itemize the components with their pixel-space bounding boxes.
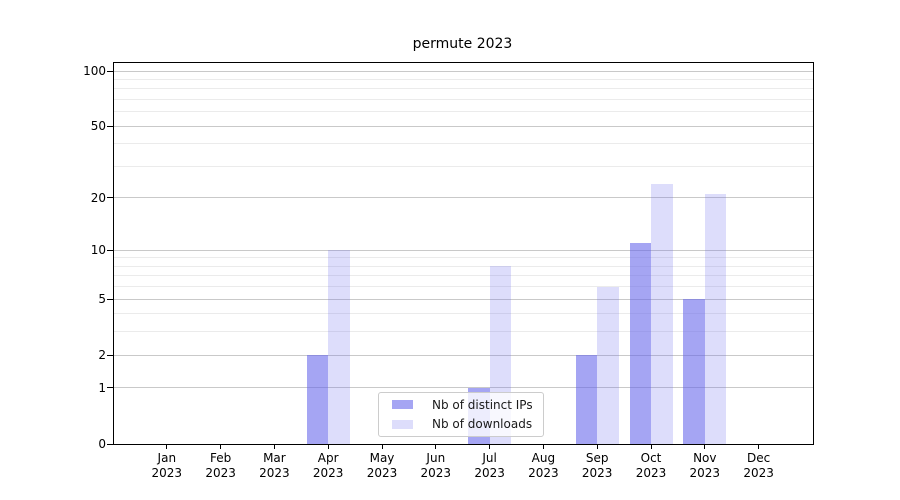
chart-title: permute 2023 — [412, 36, 513, 52]
x-axis-tick-label: Nov 2023 — [689, 451, 721, 480]
minor-gridline — [114, 275, 813, 277]
minor-gridline — [114, 111, 813, 113]
bar-downloads — [597, 286, 619, 444]
major-gridline — [114, 387, 813, 389]
minor-gridline — [114, 265, 813, 267]
x-axis-tick-label: Apr 2023 — [312, 451, 344, 480]
minor-gridline — [114, 313, 813, 315]
bar-downloads — [651, 183, 673, 444]
minor-gridline — [114, 143, 813, 145]
x-axis-tick-label: Feb 2023 — [205, 451, 236, 480]
legend-swatch-distinct-ips — [392, 400, 413, 410]
major-gridline — [114, 70, 813, 72]
x-axis-tick — [596, 444, 598, 449]
y-axis-tick-label: 50 — [90, 119, 106, 134]
x-axis-tick-label: Jul 2023 — [474, 451, 505, 480]
x-axis-tick-label: Sep 2023 — [581, 451, 613, 480]
y-axis-tick — [107, 298, 114, 300]
x-axis-tick — [704, 444, 706, 449]
x-axis-tick-label: Jan 2023 — [151, 451, 183, 480]
bar-distinct-ips — [683, 299, 705, 444]
legend-swatch-downloads — [392, 419, 413, 429]
x-axis-tick — [381, 444, 383, 449]
y-axis-tick-label: 0 — [98, 437, 106, 451]
minor-gridline — [114, 98, 813, 100]
y-axis-tick — [107, 125, 114, 127]
minor-gridline — [114, 257, 813, 259]
x-axis-tick — [542, 444, 544, 449]
legend-label-distinct-ips: Nb of distinct IPs — [432, 397, 533, 412]
x-axis-tick-label: Oct 2023 — [635, 451, 667, 480]
x-axis-tick-label: Aug 2023 — [528, 451, 559, 480]
y-axis-tick — [107, 70, 114, 72]
legend-label-downloads: Nb of downloads — [432, 417, 533, 432]
y-axis-tick-label: 2 — [98, 348, 106, 363]
legend: Nb of distinct IPs Nb of downloads — [378, 392, 544, 437]
major-gridline — [114, 298, 813, 300]
x-axis-tick-label: May 2023 — [366, 451, 398, 480]
x-axis-tick-label: Jun 2023 — [420, 451, 452, 480]
y-axis-tick — [107, 387, 114, 389]
major-gridline — [114, 249, 813, 251]
legend-item-distinct-ips: Nb of distinct IPs — [387, 396, 535, 414]
x-axis-tick — [273, 444, 275, 449]
major-gridline — [114, 125, 813, 127]
y-axis-tick — [107, 443, 114, 445]
legend-item-downloads: Nb of downloads — [387, 416, 535, 434]
y-axis-tick-label: 5 — [98, 292, 106, 307]
x-axis-tick — [220, 444, 222, 449]
minor-gridline — [114, 331, 813, 333]
bar-distinct-ips — [306, 355, 329, 444]
minor-gridline — [114, 78, 813, 80]
x-axis-tick-label: Dec 2023 — [743, 451, 774, 480]
y-axis-tick — [107, 354, 114, 356]
x-axis-tick — [435, 444, 437, 449]
major-gridline — [114, 354, 813, 356]
x-axis-tick — [166, 444, 168, 449]
plot-area: Nb of distinct IPs Nb of downloads 0 1 2 5 1… — [83, 62, 814, 480]
bar-downloads — [328, 250, 350, 444]
x-axis-tick — [489, 444, 491, 449]
bar-downloads — [704, 194, 727, 444]
x-axis-tick — [650, 444, 652, 449]
minor-gridline — [114, 286, 813, 288]
x-axis-tick — [758, 444, 760, 449]
y-axis-tick — [107, 249, 114, 251]
minor-gridline — [114, 165, 813, 167]
bar-distinct-ips — [629, 243, 651, 444]
y-axis-tick — [107, 197, 114, 199]
y-axis-tick-label: 1 — [98, 380, 106, 395]
bar-distinct-ips — [575, 355, 598, 444]
major-gridline — [114, 197, 813, 199]
y-axis-tick-label: 20 — [90, 190, 106, 205]
y-axis-tick-label: 10 — [90, 243, 106, 258]
y-axis-tick-label: 100 — [83, 64, 106, 78]
x-axis-tick — [327, 444, 329, 449]
x-axis-tick-label: Mar 2023 — [259, 451, 290, 480]
minor-gridline — [114, 88, 813, 90]
